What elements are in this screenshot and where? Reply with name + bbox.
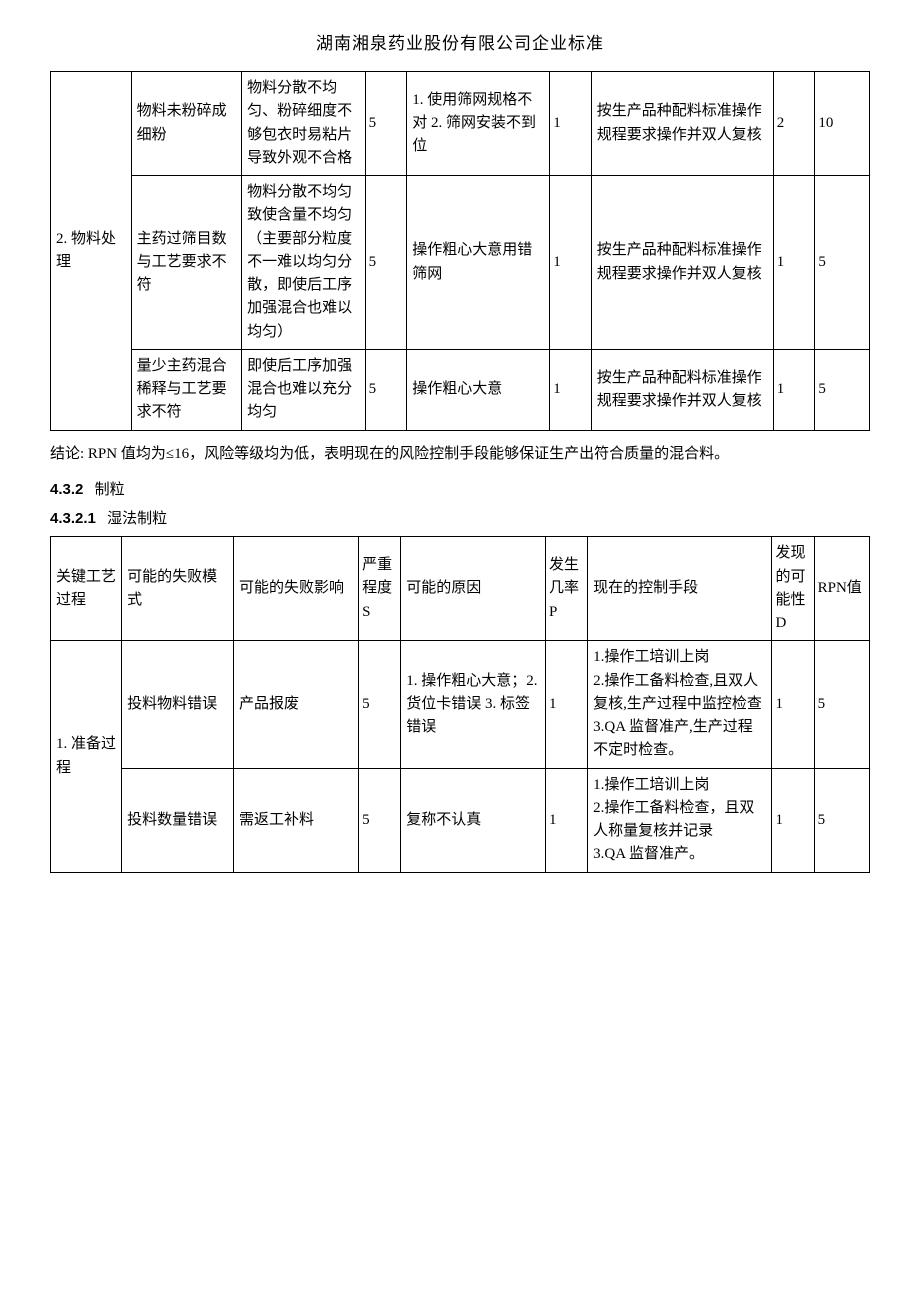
header-s: 严重程度S	[359, 537, 401, 641]
table-row: 2. 物料处理 物料未粉碎成细粉 物料分散不均匀、粉碎细度不够包衣时易粘片导致外…	[51, 72, 870, 176]
section-title: 制粒	[95, 482, 125, 498]
header-cause: 可能的原因	[401, 537, 546, 641]
table-row: 主药过筛目数与工艺要求不符 物料分散不均匀致使含量不均匀（主要部分粒度不一难以均…	[51, 176, 870, 350]
cell-effect: 物料分散不均匀致使含量不均匀（主要部分粒度不一难以均匀分散，即使后工序加强混合也…	[242, 176, 366, 350]
cell-p: 1	[546, 641, 588, 768]
cell-mode: 物料未粉碎成细粉	[131, 72, 242, 176]
cell-s: 5	[365, 349, 407, 430]
cell-effect: 产品报废	[234, 641, 359, 768]
table-row: 量少主药混合稀释与工艺要求不符 即使后工序加强混合也难以充分均匀 5 操作粗心大…	[51, 349, 870, 430]
table-row: 投料数量错误 需返工补料 5 复称不认真 1 1.操作工培训上岗 2.操作工备料…	[51, 768, 870, 872]
cell-cause: 1. 操作粗心大意；2. 货位卡错误 3. 标签错误	[401, 641, 546, 768]
section-432: 4.3.2 制粒	[50, 478, 870, 502]
cell-mode: 投料数量错误	[122, 768, 234, 872]
cell-d: 1	[772, 768, 814, 872]
cell-s: 5	[365, 176, 407, 350]
cell-rpn: 5	[815, 349, 870, 430]
table-material-processing: 2. 物料处理 物料未粉碎成细粉 物料分散不均匀、粉碎细度不够包衣时易粘片导致外…	[50, 71, 870, 431]
header-effect: 可能的失败影响	[234, 537, 359, 641]
header-control: 现在的控制手段	[588, 537, 772, 641]
table-row: 1. 准备过程 投料物料错误 产品报废 5 1. 操作粗心大意；2. 货位卡错误…	[51, 641, 870, 768]
cell-d: 2	[773, 72, 815, 176]
cell-s: 5	[359, 768, 401, 872]
conclusion-text: 结论: RPN 值均为≤16，风险等级均为低，表明现在的风险控制手段能够保证生产…	[50, 441, 870, 469]
section-number: 4.3.2.1	[50, 510, 96, 527]
page-header: 湖南湘泉药业股份有限公司企业标准	[50, 30, 870, 57]
section-title: 湿法制粒	[107, 511, 167, 527]
cell-control: 按生产品种配料标准操作规程要求操作并双人复核	[591, 349, 773, 430]
cell-cause: 1. 使用筛网规格不对 2. 筛网安装不到位	[407, 72, 550, 176]
cell-rpn: 5	[815, 176, 870, 350]
header-p: 发生几率P	[546, 537, 588, 641]
cell-p: 1	[550, 349, 592, 430]
cell-d: 1	[772, 641, 814, 768]
cell-d: 1	[773, 176, 815, 350]
cell-process: 2. 物料处理	[51, 72, 132, 431]
cell-control: 1.操作工培训上岗 2.操作工备料检查,且双人复核,生产过程中监控检查 3.QA…	[588, 641, 772, 768]
cell-effect: 物料分散不均匀、粉碎细度不够包衣时易粘片导致外观不合格	[242, 72, 366, 176]
section-4321: 4.3.2.1 湿法制粒	[50, 507, 870, 531]
cell-p: 1	[550, 72, 592, 176]
cell-mode: 主药过筛目数与工艺要求不符	[131, 176, 242, 350]
table-header-row: 关键工艺过程 可能的失败模式 可能的失败影响 严重程度S 可能的原因 发生几率P…	[51, 537, 870, 641]
cell-effect: 即使后工序加强混合也难以充分均匀	[242, 349, 366, 430]
cell-rpn: 5	[814, 641, 869, 768]
cell-mode: 投料物料错误	[122, 641, 234, 768]
cell-control: 按生产品种配料标准操作规程要求操作并双人复核	[591, 176, 773, 350]
cell-rpn: 5	[814, 768, 869, 872]
header-d: 发现的可能性D	[772, 537, 814, 641]
cell-d: 1	[773, 349, 815, 430]
cell-cause: 操作粗心大意用错筛网	[407, 176, 550, 350]
header-process: 关键工艺过程	[51, 537, 122, 641]
cell-cause: 操作粗心大意	[407, 349, 550, 430]
cell-process: 1. 准备过程	[51, 641, 122, 872]
header-rpn: RPN值	[814, 537, 869, 641]
cell-control: 按生产品种配料标准操作规程要求操作并双人复核	[591, 72, 773, 176]
cell-control: 1.操作工培训上岗 2.操作工备料检查，且双人称量复核并记录 3.QA 监督准产…	[588, 768, 772, 872]
cell-rpn: 10	[815, 72, 870, 176]
cell-mode: 量少主药混合稀释与工艺要求不符	[131, 349, 242, 430]
cell-p: 1	[546, 768, 588, 872]
cell-s: 5	[359, 641, 401, 768]
cell-effect: 需返工补料	[234, 768, 359, 872]
cell-cause: 复称不认真	[401, 768, 546, 872]
table-wet-granulation: 关键工艺过程 可能的失败模式 可能的失败影响 严重程度S 可能的原因 发生几率P…	[50, 536, 870, 872]
section-number: 4.3.2	[50, 481, 83, 498]
cell-p: 1	[550, 176, 592, 350]
header-mode: 可能的失败模式	[122, 537, 234, 641]
cell-s: 5	[365, 72, 407, 176]
